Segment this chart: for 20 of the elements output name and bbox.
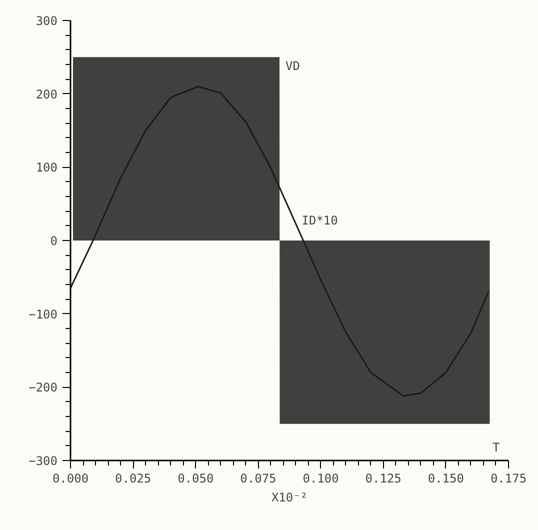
y-tick-label: −200 xyxy=(28,380,58,395)
x-axis-title: T xyxy=(492,440,500,454)
line-series xyxy=(70,86,490,397)
y-tick-label: 200 xyxy=(36,87,58,102)
y-tick-label: 300 xyxy=(36,14,58,28)
x-tick-label: 0.150 xyxy=(428,472,464,486)
y-tick-label: 0 xyxy=(50,234,58,248)
y-tick-label: −100 xyxy=(28,307,58,322)
x-tick-label: 0.000 xyxy=(52,472,89,486)
x-tick-label: 0.025 xyxy=(115,472,152,486)
x-tick-label: 0.050 xyxy=(178,472,214,486)
series-label: ID*10 xyxy=(302,214,338,228)
y-tick-label: 100 xyxy=(36,160,58,175)
x-tick-label: 0.100 xyxy=(302,472,339,486)
x-tick-label: 0.075 xyxy=(240,472,276,486)
y-tick-label: −300 xyxy=(28,454,58,468)
series-label: VD xyxy=(285,59,300,74)
x-tick-label: 0.125 xyxy=(365,472,402,486)
x-tick-label: 0.175 xyxy=(490,472,527,486)
text: X10⁻² xyxy=(271,490,308,504)
